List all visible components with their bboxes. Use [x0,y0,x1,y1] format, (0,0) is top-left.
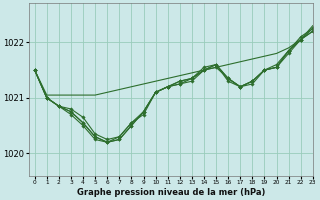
X-axis label: Graphe pression niveau de la mer (hPa): Graphe pression niveau de la mer (hPa) [76,188,265,197]
